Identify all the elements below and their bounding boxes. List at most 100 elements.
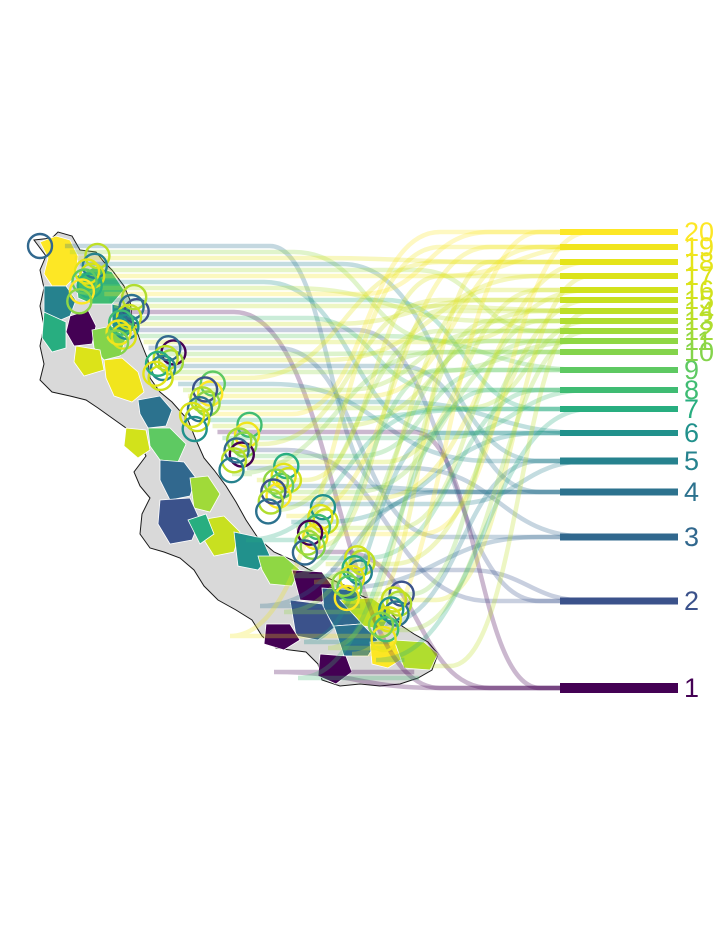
flow-line-3	[74, 255, 676, 265]
rank-label-6: 6	[684, 418, 699, 448]
flow-line-34	[227, 297, 676, 447]
flow-line-53	[320, 387, 676, 561]
flow-line-37	[242, 287, 676, 465]
flow-line-45	[275, 328, 676, 513]
region-marker-50	[260, 478, 287, 505]
flow-line-52	[315, 549, 676, 691]
region-marker-61	[291, 539, 319, 566]
flow-line-7	[94, 279, 676, 436]
rank-label-19: 19	[684, 232, 714, 262]
flow-line-72	[273, 669, 676, 691]
region-marker-66	[338, 564, 366, 592]
flow-line-50	[245, 406, 676, 543]
map-region-9	[137, 395, 173, 429]
rank-label-11: 11	[684, 326, 712, 356]
flow-line-32	[217, 429, 676, 691]
region-marker-1	[26, 232, 54, 260]
region-marker-26	[142, 360, 169, 387]
region-marker-41	[223, 437, 250, 464]
rank-label-17: 17	[684, 261, 714, 291]
flow-line-70	[375, 406, 676, 663]
flow-line-21	[163, 363, 676, 495]
region-marker-75	[375, 606, 402, 633]
flow-line-12	[119, 309, 676, 691]
region-marker-59	[296, 519, 324, 546]
region-marker-73	[380, 586, 408, 613]
flow-line-14	[128, 297, 676, 327]
rank-label-5: 5	[684, 446, 699, 476]
flow-line-41	[261, 483, 676, 495]
rank-label-7: 7	[684, 394, 699, 424]
rank-label-9: 9	[684, 355, 699, 385]
map-region-8	[103, 357, 145, 403]
flow-line-4	[79, 261, 676, 464]
rank-label-15: 15	[684, 285, 714, 315]
map-region-16	[257, 555, 301, 587]
flow-line-13	[123, 315, 676, 393]
rank-label-18: 18	[684, 247, 714, 277]
flow-line-42	[266, 338, 676, 495]
flow-line-47	[291, 430, 676, 525]
flow-line-20	[158, 273, 676, 363]
region-marker-33	[184, 405, 211, 433]
region-marker-25	[144, 350, 172, 377]
rank-label-13: 13	[684, 306, 714, 336]
flow-line-40	[256, 273, 676, 483]
region-marker-42	[220, 447, 248, 474]
rank-label-8: 8	[684, 375, 699, 405]
flow-line-26	[187, 244, 676, 399]
flow-line-63	[357, 259, 676, 621]
region-marker-67	[336, 574, 363, 602]
flow-line-29	[202, 229, 676, 417]
flow-line-66	[229, 244, 676, 639]
flow-line-15	[133, 327, 676, 604]
region-marker-30	[191, 376, 219, 403]
flow-line-25	[183, 328, 676, 393]
region-map	[33, 231, 439, 687]
flow-line-56	[289, 367, 676, 579]
map-region-7	[41, 311, 67, 353]
flow-line-73	[297, 387, 676, 681]
flow-line-2	[69, 249, 676, 344]
rank-bars	[560, 229, 678, 693]
rank-label-1: 1	[684, 673, 699, 703]
flow-line-68	[327, 318, 676, 651]
region-marker-76	[373, 616, 400, 643]
flow-line-60	[355, 273, 676, 603]
flow-line-62	[283, 338, 676, 615]
region-marker-77	[370, 625, 397, 653]
region-marker-78	[367, 611, 395, 639]
region-marker-32	[186, 396, 214, 423]
region-marker-69	[331, 570, 358, 597]
rank-label-4: 4	[684, 477, 699, 507]
map-region-21	[263, 623, 301, 651]
region-marker-68	[333, 584, 360, 612]
flow-line-23	[173, 259, 676, 381]
flow-line-39	[231, 349, 676, 477]
flow-line-48	[296, 318, 676, 531]
region-marker-16	[107, 309, 135, 336]
region-marker-6	[73, 258, 101, 285]
map-region-1	[39, 235, 79, 287]
flow-line-19	[153, 349, 676, 357]
region-marker-40	[225, 427, 253, 454]
map-region-19	[289, 599, 335, 641]
flow-line-8	[99, 285, 676, 324]
flow-line-51	[310, 308, 676, 549]
region-marker-54	[309, 494, 337, 521]
region-markers	[26, 232, 415, 653]
flow-line-36	[237, 367, 676, 459]
rank-label-14: 14	[684, 296, 714, 326]
region-marker-18	[102, 329, 130, 356]
region-marker-8	[68, 278, 96, 305]
flow-line-35	[232, 447, 676, 604]
flow-line-9	[104, 229, 676, 297]
region-marker-43	[218, 457, 245, 484]
map-region-28	[73, 345, 105, 377]
flow-line-30	[207, 406, 676, 423]
map-region-13	[157, 497, 201, 545]
region-marker-35	[178, 401, 206, 429]
